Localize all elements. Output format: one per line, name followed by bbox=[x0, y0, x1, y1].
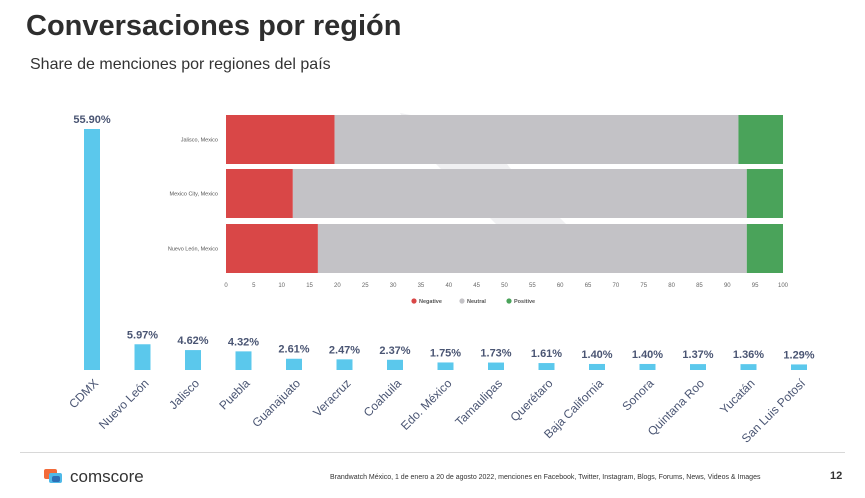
x-tick-label: 100 bbox=[778, 283, 789, 289]
segment-neutral-2 bbox=[317, 224, 747, 273]
legend-dot-positive bbox=[506, 298, 512, 304]
legend-label: Positive bbox=[514, 299, 535, 305]
x-tick-label: 20 bbox=[334, 283, 341, 289]
segment-negative-0 bbox=[226, 115, 335, 164]
sentiment-stacked-chart: Jalisco, Mexico Mexico City, Mexico Nuevo … bbox=[168, 113, 789, 305]
category-label: Nuevo León bbox=[96, 376, 152, 432]
category-label: CDMX bbox=[66, 376, 101, 411]
bar-4 bbox=[286, 358, 302, 370]
category-label: Puebla bbox=[216, 376, 253, 413]
bar-7 bbox=[437, 362, 454, 370]
x-tick-label: 85 bbox=[696, 283, 703, 289]
brand-logo: comscore bbox=[44, 466, 144, 488]
bar-value-label: 55.90% bbox=[73, 114, 111, 126]
bar-value-label: 5.97% bbox=[127, 329, 158, 341]
bar-value-label: 1.37% bbox=[682, 349, 713, 361]
x-tick-label: 45 bbox=[473, 283, 480, 289]
bar-value-label: 1.29% bbox=[783, 349, 814, 361]
category-label: Veracruz bbox=[310, 376, 353, 419]
category-label: Coahuila bbox=[361, 376, 405, 420]
x-tick-label: 90 bbox=[724, 283, 731, 289]
logo-square-blue bbox=[52, 476, 60, 482]
bar-6 bbox=[387, 359, 403, 370]
footer-divider bbox=[20, 452, 845, 453]
page-number: 12 bbox=[830, 470, 843, 482]
x-tick-label: 70 bbox=[613, 283, 620, 289]
x-tick-label: 60 bbox=[557, 283, 564, 289]
x-tick-label: 30 bbox=[390, 283, 397, 289]
bar-3 bbox=[235, 351, 252, 370]
bar-value-label: 4.32% bbox=[228, 336, 259, 348]
x-tick-label: 95 bbox=[752, 283, 759, 289]
bar-value-label: 1.61% bbox=[531, 348, 562, 360]
row-label: Jalisco, Mexico bbox=[181, 138, 218, 144]
category-label: Sonora bbox=[619, 376, 656, 413]
comscore-logo-icon bbox=[44, 469, 64, 485]
segment-neutral-0 bbox=[334, 115, 739, 164]
bar-12 bbox=[690, 364, 706, 370]
bar-9 bbox=[538, 363, 555, 370]
legend-dot-neutral bbox=[459, 298, 465, 304]
segment-positive-2 bbox=[746, 224, 783, 273]
category-label: Jalisco bbox=[166, 376, 202, 412]
page-subtitle: Share de menciones por regiones del país bbox=[30, 56, 331, 73]
x-tick-label: 65 bbox=[585, 283, 592, 289]
x-tick-label: 75 bbox=[640, 283, 647, 289]
bar-value-label: 2.47% bbox=[329, 344, 360, 356]
bar-2 bbox=[185, 350, 201, 370]
bar-value-label: 1.40% bbox=[581, 349, 612, 361]
bar-value-label: 2.37% bbox=[379, 345, 410, 357]
bar-5 bbox=[336, 359, 353, 370]
segment-negative-2 bbox=[226, 224, 318, 273]
x-tick-label: 50 bbox=[501, 283, 508, 289]
x-tick-label: 5 bbox=[252, 283, 256, 289]
bar-1 bbox=[134, 344, 151, 370]
bar-0 bbox=[84, 129, 100, 370]
row-label: Nuevo León, Mexico bbox=[168, 247, 218, 253]
bar-8 bbox=[488, 362, 504, 370]
x-tick-label: 55 bbox=[529, 283, 536, 289]
bar-value-label: 1.73% bbox=[480, 348, 511, 360]
bar-11 bbox=[639, 363, 656, 370]
legend-label: Neutral bbox=[467, 299, 486, 305]
bar-14 bbox=[791, 364, 807, 370]
page-title: Conversaciones por región bbox=[26, 10, 402, 42]
segment-positive-0 bbox=[738, 115, 783, 164]
category-label: Querétaro bbox=[508, 376, 556, 424]
x-tick-label: 0 bbox=[224, 283, 228, 289]
segment-negative-1 bbox=[226, 169, 293, 218]
legend-label: Negative bbox=[419, 299, 442, 305]
region-share-bar-chart: 55.90% CDMX 5.97% Nuevo León 4.62% Jalisco 4.3… bbox=[66, 114, 815, 446]
legend-dot-negative bbox=[411, 298, 417, 304]
bar-10 bbox=[589, 363, 605, 370]
category-label: Yucatán bbox=[717, 376, 758, 417]
bar-value-label: 2.61% bbox=[278, 344, 309, 356]
x-tick-label: 35 bbox=[418, 283, 425, 289]
bar-value-label: 1.36% bbox=[733, 349, 764, 361]
category-label: Edo. México bbox=[398, 376, 455, 433]
x-tick-label: 15 bbox=[306, 283, 313, 289]
segment-neutral-1 bbox=[292, 169, 747, 218]
bar-value-label: 1.40% bbox=[632, 349, 663, 361]
category-label: Tamaulipas bbox=[452, 376, 505, 429]
source-note: Brandwatch México, 1 de enero a 20 de ag… bbox=[330, 474, 761, 481]
row-label: Mexico City, Mexico bbox=[170, 192, 219, 198]
bar-value-label: 4.62% bbox=[177, 335, 208, 347]
bar-value-label: 1.75% bbox=[430, 347, 461, 359]
x-tick-label: 10 bbox=[278, 283, 285, 289]
x-tick-label: 40 bbox=[445, 283, 452, 289]
x-tick-label: 80 bbox=[668, 283, 675, 289]
category-label: Guanajuato bbox=[249, 376, 303, 430]
segment-positive-1 bbox=[746, 169, 783, 218]
x-tick-label: 25 bbox=[362, 283, 369, 289]
bar-13 bbox=[740, 364, 757, 370]
brand-name: comscore bbox=[70, 467, 144, 486]
